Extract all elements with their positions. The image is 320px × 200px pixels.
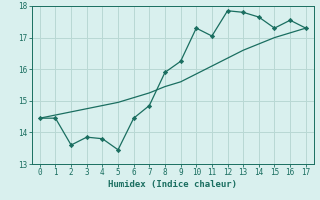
X-axis label: Humidex (Indice chaleur): Humidex (Indice chaleur) bbox=[108, 180, 237, 189]
